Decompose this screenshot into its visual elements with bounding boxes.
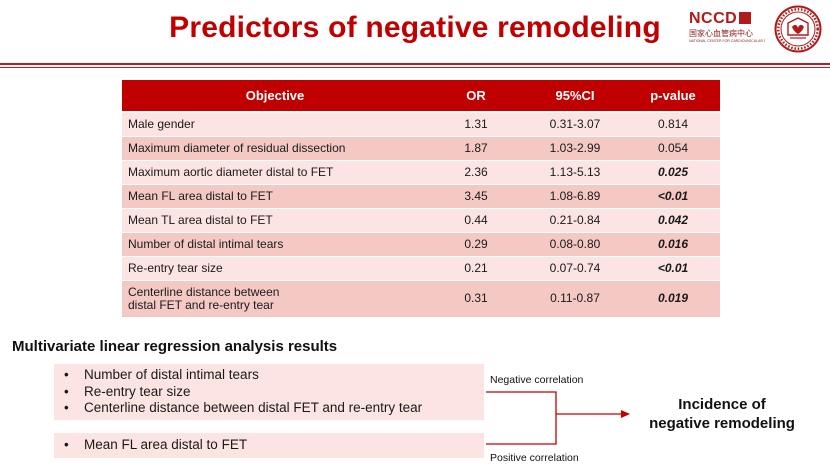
cell-objective: Centerline distance between distal FET a… bbox=[122, 280, 428, 318]
cell-objective: Re-entry tear size bbox=[122, 256, 428, 281]
cell-objective: Male gender bbox=[122, 112, 428, 137]
list-item-text: Mean FL area distal to FET bbox=[84, 437, 248, 452]
cell-objective: Maximum aortic diameter distal to FET bbox=[122, 160, 428, 185]
table-row: Number of distal intimal tears 0.29 0.08… bbox=[122, 232, 720, 257]
cell-or: 0.21 bbox=[428, 256, 524, 281]
cell-objective: Number of distal intimal tears bbox=[122, 232, 428, 257]
cell-objective: Mean FL area distal to FET bbox=[122, 184, 428, 209]
header-rule-thin bbox=[0, 67, 830, 68]
table-row: Mean TL area distal to FET 0.44 0.21-0.8… bbox=[122, 208, 720, 233]
result-line1: Incidence of bbox=[678, 396, 766, 413]
cell-ci: 0.08-0.80 bbox=[524, 232, 626, 257]
positive-correlation-label: Positive correlation bbox=[490, 452, 579, 464]
table-row: Mean FL area distal to FET 3.45 1.08-6.8… bbox=[122, 184, 720, 209]
cell-p-value: 0.025 bbox=[626, 160, 720, 185]
cell-p-value: 0.054 bbox=[626, 136, 720, 161]
cell-ci: 1.08-6.89 bbox=[524, 184, 626, 209]
cell-or: 0.31 bbox=[428, 280, 524, 318]
cell-p-value: 0.042 bbox=[626, 208, 720, 233]
predictors-table: Objective OR 95%CI p-value Male gender 1… bbox=[122, 80, 720, 318]
cell-p-value: <0.01 bbox=[626, 256, 720, 281]
cell-p-value: <0.01 bbox=[626, 184, 720, 209]
bullet-icon: • bbox=[64, 400, 69, 415]
cell-ci: 0.31-3.07 bbox=[524, 112, 626, 137]
hospital-seal-logo bbox=[774, 5, 822, 53]
table-row: Maximum diameter of residual dissection … bbox=[122, 136, 720, 161]
header-or: OR bbox=[428, 80, 524, 113]
table-row: Maximum aortic diameter distal to FET 2.… bbox=[122, 160, 720, 185]
cell-objective: Mean TL area distal to FET bbox=[122, 208, 428, 233]
cell-objective-line2: distal FET and re-entry tear bbox=[128, 297, 274, 312]
header-objective: Objective bbox=[122, 80, 428, 113]
header-p-value: p-value bbox=[626, 80, 720, 113]
nccd-logo-english: NATIONAL CENTER FOR CARDIOVASCULAR DISEA… bbox=[689, 39, 765, 43]
negative-predictor-list: • Number of distal intimal tears • Re-entr… bbox=[54, 364, 484, 417]
list-item-text: Re-entry tear size bbox=[84, 383, 191, 399]
cell-or: 1.87 bbox=[428, 136, 524, 161]
list-item: • Re-entry tear size bbox=[64, 384, 484, 401]
list-item: • Mean FL area distal to FET bbox=[64, 437, 484, 454]
cell-or: 1.31 bbox=[428, 112, 524, 137]
cell-or: 0.29 bbox=[428, 232, 524, 257]
nccd-logo-text: NCCD bbox=[689, 10, 738, 27]
cell-or: 0.44 bbox=[428, 208, 524, 233]
table-row: Male gender 1.31 0.31-3.07 0.814 bbox=[122, 112, 720, 137]
cell-ci: 1.03-2.99 bbox=[524, 136, 626, 161]
positive-correlation-box: • Mean FL area distal to FET bbox=[54, 433, 484, 458]
cell-p-value: 0.019 bbox=[626, 280, 720, 318]
cell-ci: 0.11-0.87 bbox=[524, 280, 626, 318]
result-line2: negative remodeling bbox=[649, 415, 795, 432]
cell-or: 2.36 bbox=[428, 160, 524, 185]
negative-correlation-label: Negative correlation bbox=[490, 374, 584, 386]
arrow-head-icon bbox=[621, 410, 630, 418]
header-ci: 95%CI bbox=[524, 80, 626, 113]
cell-ci: 0.07-0.74 bbox=[524, 256, 626, 281]
bullet-icon: • bbox=[64, 367, 69, 382]
table-header-row: Objective OR 95%CI p-value bbox=[122, 80, 720, 113]
negative-connector-line bbox=[486, 391, 557, 445]
cell-p-value: 0.814 bbox=[626, 112, 720, 137]
nccd-logo-mark bbox=[739, 12, 752, 24]
cell-objective: Maximum diameter of residual dissection bbox=[122, 136, 428, 161]
bullet-icon: • bbox=[64, 383, 69, 399]
table-row: Re-entry tear size 0.21 0.07-0.74 <0.01 bbox=[122, 256, 720, 281]
nccd-logo: NCCD 国家心血管病中心 NATIONAL CENTER FOR CARDIO… bbox=[689, 10, 765, 46]
list-item-text: Number of distal intimal tears bbox=[84, 367, 259, 382]
analysis-title: Multivariate linear regression analysis … bbox=[12, 338, 338, 355]
bullet-icon: • bbox=[64, 437, 69, 452]
slide-title: Predictors of negative remodeling bbox=[169, 11, 661, 44]
table-row: Centerline distance between distal FET a… bbox=[122, 280, 720, 318]
cell-objective-line1: Centerline distance between bbox=[128, 284, 280, 299]
negative-correlation-box: • Number of distal intimal tears • Re-entr… bbox=[54, 364, 484, 420]
list-item-text: Centerline distance between distal FET a… bbox=[84, 400, 423, 415]
header-rule-thick bbox=[0, 63, 830, 65]
positive-predictor-list: • Mean FL area distal to FET bbox=[54, 433, 484, 454]
nccd-logo-chinese: 国家心血管病中心 bbox=[689, 29, 753, 38]
cell-or: 3.45 bbox=[428, 184, 524, 209]
result-label: Incidence of negative remodeling bbox=[632, 395, 812, 433]
cell-p-value: 0.016 bbox=[626, 232, 720, 257]
list-item: • Centerline distance between distal FET … bbox=[64, 400, 484, 417]
cell-ci: 1.13-5.13 bbox=[524, 160, 626, 185]
list-item: • Number of distal intimal tears bbox=[64, 367, 484, 384]
cell-ci: 0.21-0.84 bbox=[524, 208, 626, 233]
